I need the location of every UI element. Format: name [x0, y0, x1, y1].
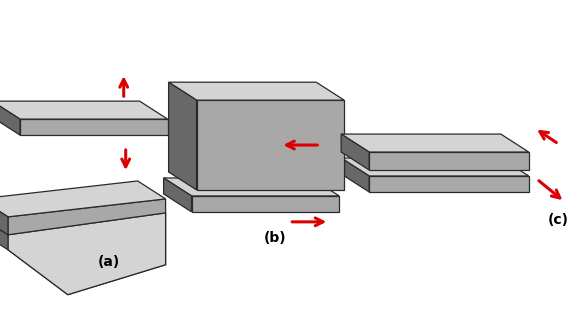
Polygon shape: [169, 82, 344, 100]
Polygon shape: [164, 178, 192, 212]
Polygon shape: [8, 213, 166, 295]
Polygon shape: [20, 119, 168, 135]
Text: (b): (b): [264, 231, 287, 245]
Polygon shape: [0, 181, 166, 217]
Polygon shape: [0, 101, 168, 119]
Polygon shape: [369, 176, 529, 192]
Polygon shape: [369, 152, 529, 170]
Text: (a): (a): [97, 255, 120, 269]
Polygon shape: [0, 217, 8, 250]
Polygon shape: [341, 158, 529, 176]
Polygon shape: [197, 100, 344, 190]
Polygon shape: [8, 199, 166, 235]
Polygon shape: [341, 158, 369, 192]
Polygon shape: [341, 134, 369, 170]
Polygon shape: [8, 213, 166, 295]
Polygon shape: [0, 101, 20, 135]
Polygon shape: [169, 82, 197, 190]
Polygon shape: [341, 134, 529, 152]
Polygon shape: [192, 196, 339, 212]
Polygon shape: [164, 178, 339, 196]
Text: (c): (c): [548, 213, 569, 227]
Polygon shape: [0, 199, 8, 235]
